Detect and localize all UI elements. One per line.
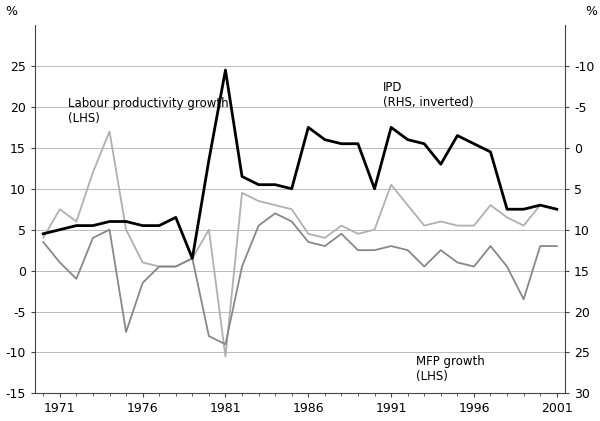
Text: %: % [5,5,17,18]
Text: MFP growth
(LHS): MFP growth (LHS) [416,355,485,383]
Text: %: % [586,5,598,18]
Text: Labour productivity growth
(LHS): Labour productivity growth (LHS) [68,97,229,125]
Text: IPD
(RHS, inverted): IPD (RHS, inverted) [383,80,473,109]
